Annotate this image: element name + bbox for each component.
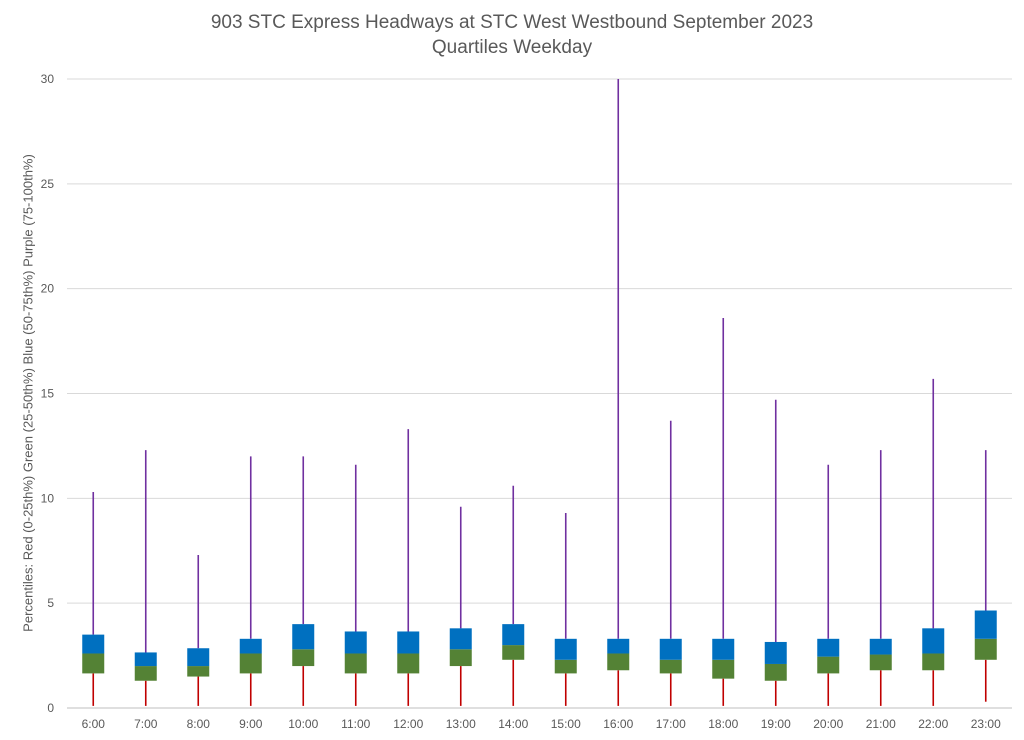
lower-box <box>187 666 210 677</box>
box-1000 <box>292 456 315 706</box>
lower-box <box>82 653 105 674</box>
upper-box <box>292 624 315 650</box>
lower-box <box>869 654 892 671</box>
box-1700 <box>659 420 682 706</box>
y-tick-labels: 0 5 10 15 20 25 30 <box>41 72 55 715</box>
lower-box <box>659 659 682 674</box>
box-1600 <box>607 79 630 706</box>
x-tick-label: 18:00 <box>708 717 738 731</box>
y-tick-label: 10 <box>41 491 55 505</box>
box-1200 <box>397 429 420 706</box>
upper-box <box>554 638 577 660</box>
y-tick-label: 0 <box>47 701 54 715</box>
lower-box <box>764 663 787 681</box>
lower-box <box>922 653 945 671</box>
lower-box <box>554 659 577 674</box>
upper-box <box>187 648 210 667</box>
x-tick-label: 22:00 <box>918 717 948 731</box>
x-tick-label: 19:00 <box>761 717 791 731</box>
box-2200 <box>922 378 945 706</box>
box-2300 <box>974 450 997 702</box>
lower-box <box>449 649 472 667</box>
lower-box <box>397 653 420 674</box>
upper-box <box>449 628 472 650</box>
y-tick-label: 15 <box>41 387 55 401</box>
upper-box <box>502 624 525 646</box>
lower-box <box>817 656 840 674</box>
upper-box <box>607 638 630 654</box>
box-1900 <box>764 399 787 706</box>
lower-box <box>239 653 262 674</box>
upper-box <box>239 638 262 654</box>
upper-box <box>82 634 105 654</box>
chart-subtitle: Quartiles Weekday <box>431 37 593 58</box>
x-tick-label: 21:00 <box>866 717 896 731</box>
x-tick-labels: 6:00 7:00 8:00 9:00 10:00 11:00 12:00 13:00 14:0… <box>82 717 1002 731</box>
gridlines <box>67 78 1012 709</box>
x-tick-label: 10:00 <box>288 717 318 731</box>
upper-box <box>817 638 840 657</box>
lower-box <box>292 649 315 667</box>
x-tick-label: 20:00 <box>813 717 843 731</box>
box-1300 <box>449 506 472 706</box>
x-tick-label: 13:00 <box>446 717 476 731</box>
x-tick-label: 6:00 <box>82 717 106 731</box>
x-tick-label: 15:00 <box>551 717 581 731</box>
lower-box <box>607 653 630 671</box>
lower-box <box>974 638 997 660</box>
y-tick-label: 20 <box>41 282 55 296</box>
x-tick-label: 14:00 <box>498 717 528 731</box>
chart-title: 903 STC Express Headways at STC West Wes… <box>210 12 814 33</box>
boxes <box>82 79 997 706</box>
box-1400 <box>502 485 525 706</box>
lower-box <box>134 666 157 681</box>
box-1100 <box>344 464 367 706</box>
upper-box <box>659 638 682 660</box>
box-800 <box>187 554 210 706</box>
y-tick-label: 5 <box>47 596 54 610</box>
upper-box <box>922 628 945 654</box>
x-tick-label: 12:00 <box>393 717 423 731</box>
upper-box <box>869 638 892 655</box>
x-tick-label: 16:00 <box>603 717 633 731</box>
box-2100 <box>869 450 892 706</box>
upper-box <box>344 631 367 654</box>
upper-box <box>397 631 420 654</box>
x-tick-label: 17:00 <box>656 717 686 731</box>
upper-box <box>974 610 997 639</box>
x-tick-label: 8:00 <box>187 717 211 731</box>
upper-box <box>764 641 787 664</box>
box-1500 <box>554 513 577 706</box>
x-tick-label: 9:00 <box>239 717 263 731</box>
box-1800 <box>712 318 735 706</box>
box-600 <box>82 492 105 706</box>
x-tick-label: 11:00 <box>341 717 370 731</box>
y-tick-label: 25 <box>41 177 55 191</box>
lower-box <box>712 659 735 679</box>
box-2000 <box>817 464 840 706</box>
box-900 <box>239 456 262 706</box>
x-tick-label: 23:00 <box>971 717 1001 731</box>
box-700 <box>134 450 157 706</box>
y-tick-label: 30 <box>41 72 55 86</box>
lower-box <box>502 645 525 660</box>
x-tick-label: 7:00 <box>134 717 158 731</box>
lower-box <box>344 653 367 674</box>
upper-box <box>134 652 157 667</box>
upper-box <box>712 638 735 660</box>
